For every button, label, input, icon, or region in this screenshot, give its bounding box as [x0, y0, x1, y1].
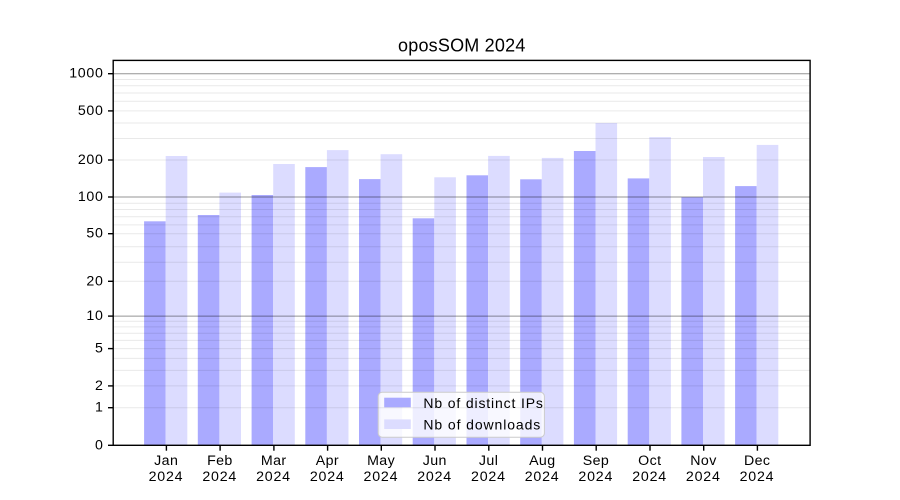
svg-text:2024: 2024	[686, 469, 721, 485]
svg-text:2024: 2024	[202, 469, 237, 485]
svg-text:Feb: Feb	[207, 453, 233, 469]
svg-text:500: 500	[78, 103, 104, 119]
svg-text:Oct: Oct	[638, 453, 661, 469]
svg-text:0: 0	[95, 437, 104, 453]
svg-text:2024: 2024	[149, 469, 184, 485]
svg-text:200: 200	[78, 152, 104, 168]
svg-text:2024: 2024	[578, 469, 613, 485]
svg-text:oposSOM 2024: oposSOM 2024	[398, 36, 525, 56]
svg-text:50: 50	[86, 226, 103, 242]
svg-text:1: 1	[95, 400, 104, 416]
svg-text:Mar: Mar	[261, 453, 287, 469]
svg-text:Apr: Apr	[316, 453, 339, 469]
svg-text:100: 100	[78, 189, 104, 205]
svg-text:Jan: Jan	[154, 453, 178, 469]
svg-text:2024: 2024	[740, 469, 775, 485]
svg-text:2024: 2024	[310, 469, 345, 485]
svg-text:Nb of distinct IPs: Nb of distinct IPs	[423, 395, 543, 411]
svg-text:20: 20	[86, 273, 103, 289]
svg-text:Nb of downloads: Nb of downloads	[423, 417, 541, 433]
svg-text:5: 5	[95, 341, 104, 357]
svg-text:May: May	[367, 453, 396, 469]
svg-text:2024: 2024	[417, 469, 452, 485]
svg-text:Dec: Dec	[744, 453, 770, 469]
svg-text:Aug: Aug	[529, 453, 555, 469]
svg-text:2024: 2024	[525, 469, 560, 485]
svg-text:Sep: Sep	[583, 453, 609, 469]
svg-text:10: 10	[86, 308, 103, 324]
svg-text:Nov: Nov	[690, 453, 717, 469]
svg-text:1000: 1000	[69, 66, 103, 82]
svg-text:2: 2	[95, 378, 104, 394]
svg-text:2024: 2024	[364, 469, 399, 485]
svg-text:2024: 2024	[632, 469, 667, 485]
svg-text:Jul: Jul	[479, 453, 498, 469]
svg-text:2024: 2024	[256, 469, 291, 485]
svg-text:Jun: Jun	[423, 453, 447, 469]
svg-text:2024: 2024	[471, 469, 506, 485]
